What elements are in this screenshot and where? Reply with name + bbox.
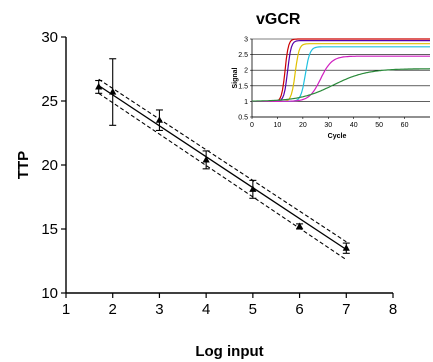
inset-y-tick-label: 3 — [244, 37, 248, 44]
inset-y-tick-label: 1 — [244, 99, 248, 106]
inset-y-tick-label: 1.5 — [238, 83, 248, 90]
inset-x-tick-label: 10 — [274, 122, 282, 129]
x-tick-label: 2 — [109, 301, 117, 318]
data-point — [155, 116, 164, 123]
inset-y-tick-label: 2 — [244, 68, 248, 75]
y-tick-label: 20 — [41, 157, 58, 174]
inset-x-tick-label: 20 — [299, 122, 307, 129]
data-point — [95, 82, 103, 90]
inset-amplification-curve — [252, 55, 430, 102]
inset-x-tick-label: 0 — [250, 122, 254, 129]
data-point — [109, 88, 117, 95]
x-tick-label: 4 — [202, 301, 210, 318]
y-tick-label: 25 — [41, 93, 58, 110]
x-axis-title: Log input — [195, 343, 263, 360]
y-axis-title: TTP — [15, 151, 32, 179]
inset-y-tick-label: 2.5 — [238, 52, 248, 59]
inset-amplification-curve — [252, 40, 430, 102]
inset-x-tick-label: 30 — [324, 122, 332, 129]
inset-x-tick-label: 60 — [401, 122, 409, 129]
inset-x-tick-label: 50 — [375, 122, 383, 129]
y-tick-label: 30 — [41, 29, 58, 46]
y-tick-label: 10 — [41, 285, 58, 302]
x-tick-label: 7 — [342, 301, 350, 318]
x-tick-label: 3 — [155, 301, 163, 318]
x-tick-label: 6 — [295, 301, 303, 318]
data-point — [249, 185, 257, 192]
regression-line — [98, 85, 347, 251]
y-tick-label: 15 — [41, 221, 58, 238]
data-point — [342, 244, 350, 251]
inset-y-tick-label: 0.5 — [238, 115, 248, 122]
confidence-band-upper — [98, 78, 347, 243]
inset-x-tick-label: 40 — [350, 122, 358, 129]
inset-title: vGCR — [256, 11, 301, 28]
data-point — [295, 222, 304, 230]
x-tick-label: 5 — [249, 301, 257, 318]
inset-y-axis-title: Signal — [232, 67, 239, 88]
inset-amplification-curve — [252, 38, 430, 102]
x-tick-label: 1 — [62, 301, 70, 318]
inset-x-axis-title: Cycle — [328, 133, 347, 140]
confidence-band-lower — [98, 92, 347, 261]
inset-background — [220, 4, 433, 144]
x-tick-label: 8 — [389, 301, 397, 318]
data-point — [202, 155, 210, 163]
inset-amplification-curve — [252, 68, 431, 102]
